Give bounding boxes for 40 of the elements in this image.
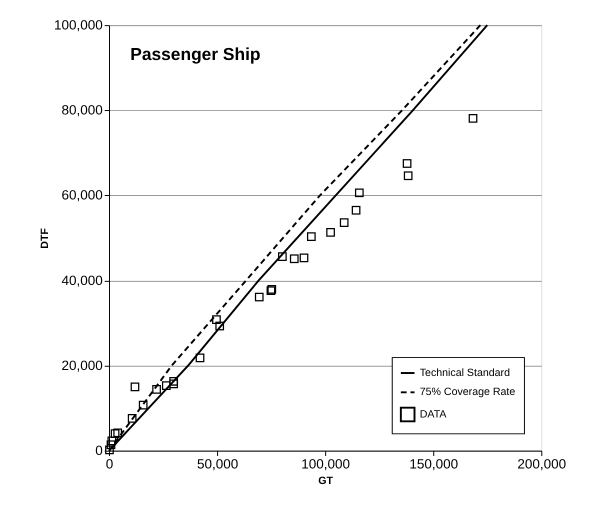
point xyxy=(278,252,287,262)
point xyxy=(128,414,137,423)
point xyxy=(215,322,224,330)
point xyxy=(300,254,308,262)
x-tick-label: 200,000 xyxy=(517,456,566,472)
point xyxy=(352,206,360,215)
point xyxy=(404,171,413,180)
point xyxy=(290,254,299,264)
point xyxy=(212,315,221,324)
point xyxy=(468,114,478,123)
point xyxy=(402,159,412,168)
y-tick-label: 0 xyxy=(95,443,103,458)
point xyxy=(196,354,204,362)
x-tick-label: 150,000 xyxy=(409,456,458,472)
point xyxy=(162,381,171,390)
point xyxy=(354,188,364,198)
y-axis-title: DTF xyxy=(39,228,52,249)
y-tick-label: 80,000 xyxy=(61,102,103,118)
y-tick-label: 20,000 xyxy=(61,358,103,373)
legend-label: 75% Coverage Rate xyxy=(420,386,516,398)
point xyxy=(113,428,122,438)
x-tick-label: 0 xyxy=(106,456,114,472)
y-tick-label: 60,000 xyxy=(61,188,103,203)
point xyxy=(340,218,349,227)
point xyxy=(138,400,148,410)
x-tick-label: 50,000 xyxy=(196,456,238,472)
point xyxy=(106,440,116,450)
x-tick-label: 100,000 xyxy=(301,456,350,472)
annotation: Passenger Ship xyxy=(130,44,261,64)
point xyxy=(169,376,178,386)
point xyxy=(306,232,316,242)
legend-label: Technical Standard xyxy=(420,366,510,379)
point xyxy=(130,382,140,392)
point xyxy=(152,385,161,394)
legend-label: DATA xyxy=(420,408,448,420)
point xyxy=(326,228,335,237)
y-tick-label: 100,000 xyxy=(54,18,103,32)
x-axis-title: GT xyxy=(318,474,334,487)
point xyxy=(254,292,264,302)
y-tick-label: 40,000 xyxy=(61,272,103,288)
